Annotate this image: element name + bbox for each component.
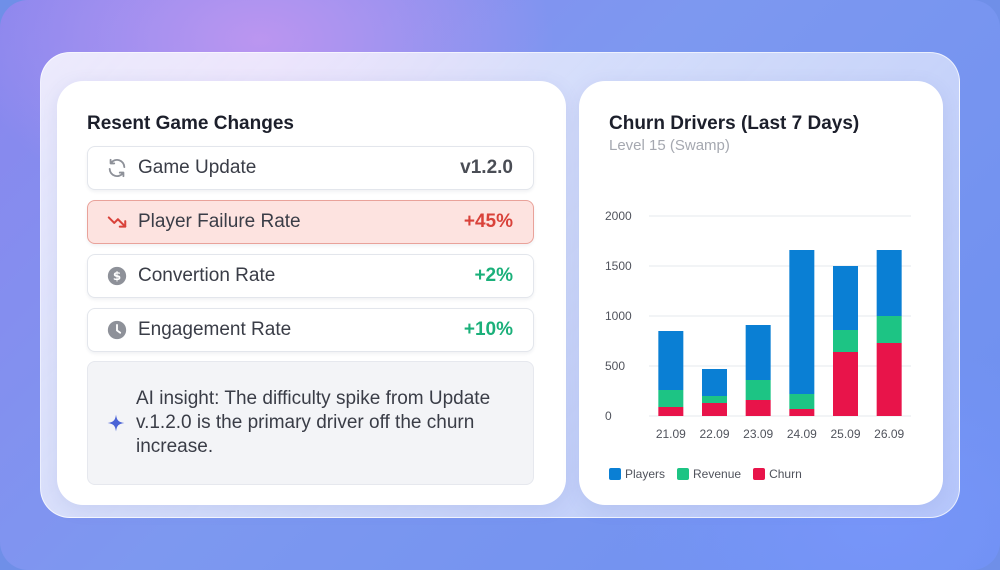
legend-swatch bbox=[609, 468, 621, 480]
bar-revenue-24-09 bbox=[789, 394, 815, 409]
row-conversion-rate[interactable]: $ Convertion Rate +2% bbox=[87, 254, 534, 298]
trend-down-icon bbox=[106, 211, 128, 233]
ai-insight-box: AI insight: The difficulty spike from Up… bbox=[87, 361, 534, 485]
chart-title: Churn Drivers (Last 7 Days) bbox=[609, 113, 860, 134]
chart-legend: Players Revenue Churn bbox=[609, 467, 802, 481]
bar-revenue-26-09 bbox=[876, 316, 902, 343]
bar-churn-22-09 bbox=[702, 403, 727, 416]
bar-players-21-09 bbox=[658, 331, 684, 390]
stacked-bar-chart: 0 500 1000 1500 2000 21.09 22.09 23.09 24.09 25.0… bbox=[605, 209, 911, 441]
churn-chart-card: Churn Drivers (Last 7 Days) Level 15 (Sw… bbox=[579, 81, 943, 505]
legend-swatch bbox=[753, 468, 766, 480]
x-tick-label: 22.09 bbox=[699, 427, 729, 441]
clock-icon bbox=[106, 319, 128, 341]
recent-changes-card: Resent Game Changes Game Update v1.2.0 P… bbox=[57, 81, 566, 505]
bar-revenue-25-09 bbox=[833, 330, 858, 352]
row-value: v1.2.0 bbox=[460, 157, 513, 178]
y-tick-label: 2000 bbox=[605, 209, 632, 223]
bar-players-22-09 bbox=[702, 369, 727, 396]
row-label: Game Update bbox=[138, 157, 257, 178]
y-tick-label: 500 bbox=[605, 359, 625, 373]
x-tick-label: 26.09 bbox=[874, 427, 904, 441]
legend-label: Players bbox=[625, 467, 666, 481]
bar-players-25-09 bbox=[833, 266, 858, 330]
refresh-icon bbox=[106, 157, 128, 179]
y-tick-label: 1000 bbox=[605, 309, 632, 323]
bar-players-26-09 bbox=[876, 250, 902, 316]
bar-players-23-09 bbox=[745, 325, 771, 380]
x-tick-label: 23.09 bbox=[743, 427, 773, 441]
x-tick-label: 24.09 bbox=[787, 427, 817, 441]
ai-insight-text: AI insight: The difficulty spike from Up… bbox=[136, 388, 491, 457]
row-value: +10% bbox=[463, 319, 513, 340]
bar-revenue-23-09 bbox=[745, 380, 771, 400]
bar-churn-21-09 bbox=[658, 407, 684, 416]
bar-revenue-21-09 bbox=[658, 390, 684, 407]
x-tick-label: 25.09 bbox=[830, 427, 860, 441]
row-value: +45% bbox=[463, 211, 513, 232]
bar-churn-26-09 bbox=[876, 343, 902, 416]
svg-text:$: $ bbox=[113, 269, 121, 283]
chart-subtitle: Level 15 (Swamp) bbox=[609, 137, 730, 154]
legend-item-churn: Churn bbox=[753, 467, 802, 481]
dollar-icon: $ bbox=[106, 265, 128, 287]
row-value: +2% bbox=[474, 265, 513, 286]
legend-label: Revenue bbox=[693, 467, 742, 481]
row-label: Convertion Rate bbox=[138, 265, 276, 286]
row-game-update[interactable]: Game Update v1.2.0 bbox=[87, 146, 534, 190]
y-tick-label: 0 bbox=[605, 409, 612, 423]
row-player-failure-rate[interactable]: Player Failure Rate +45% bbox=[87, 200, 534, 244]
legend-swatch bbox=[677, 468, 690, 480]
row-engagement-rate[interactable]: Engagement Rate +10% bbox=[87, 308, 534, 352]
bar-churn-24-09 bbox=[789, 409, 815, 416]
legend-item-revenue: Revenue bbox=[677, 467, 741, 481]
row-label: Player Failure Rate bbox=[138, 211, 301, 232]
card-title: Resent Game Changes bbox=[87, 113, 294, 134]
legend-label: Churn bbox=[769, 467, 802, 481]
legend-item-players: Players bbox=[609, 467, 665, 481]
sparkle-icon bbox=[107, 414, 125, 432]
bar-churn-25-09 bbox=[833, 352, 858, 416]
bar-churn-23-09 bbox=[745, 400, 771, 416]
x-tick-label: 21.09 bbox=[656, 427, 686, 441]
row-label: Engagement Rate bbox=[138, 319, 292, 340]
bar-revenue-22-09 bbox=[702, 396, 727, 403]
y-tick-label: 1500 bbox=[605, 259, 632, 273]
bar-players-24-09 bbox=[789, 250, 815, 394]
